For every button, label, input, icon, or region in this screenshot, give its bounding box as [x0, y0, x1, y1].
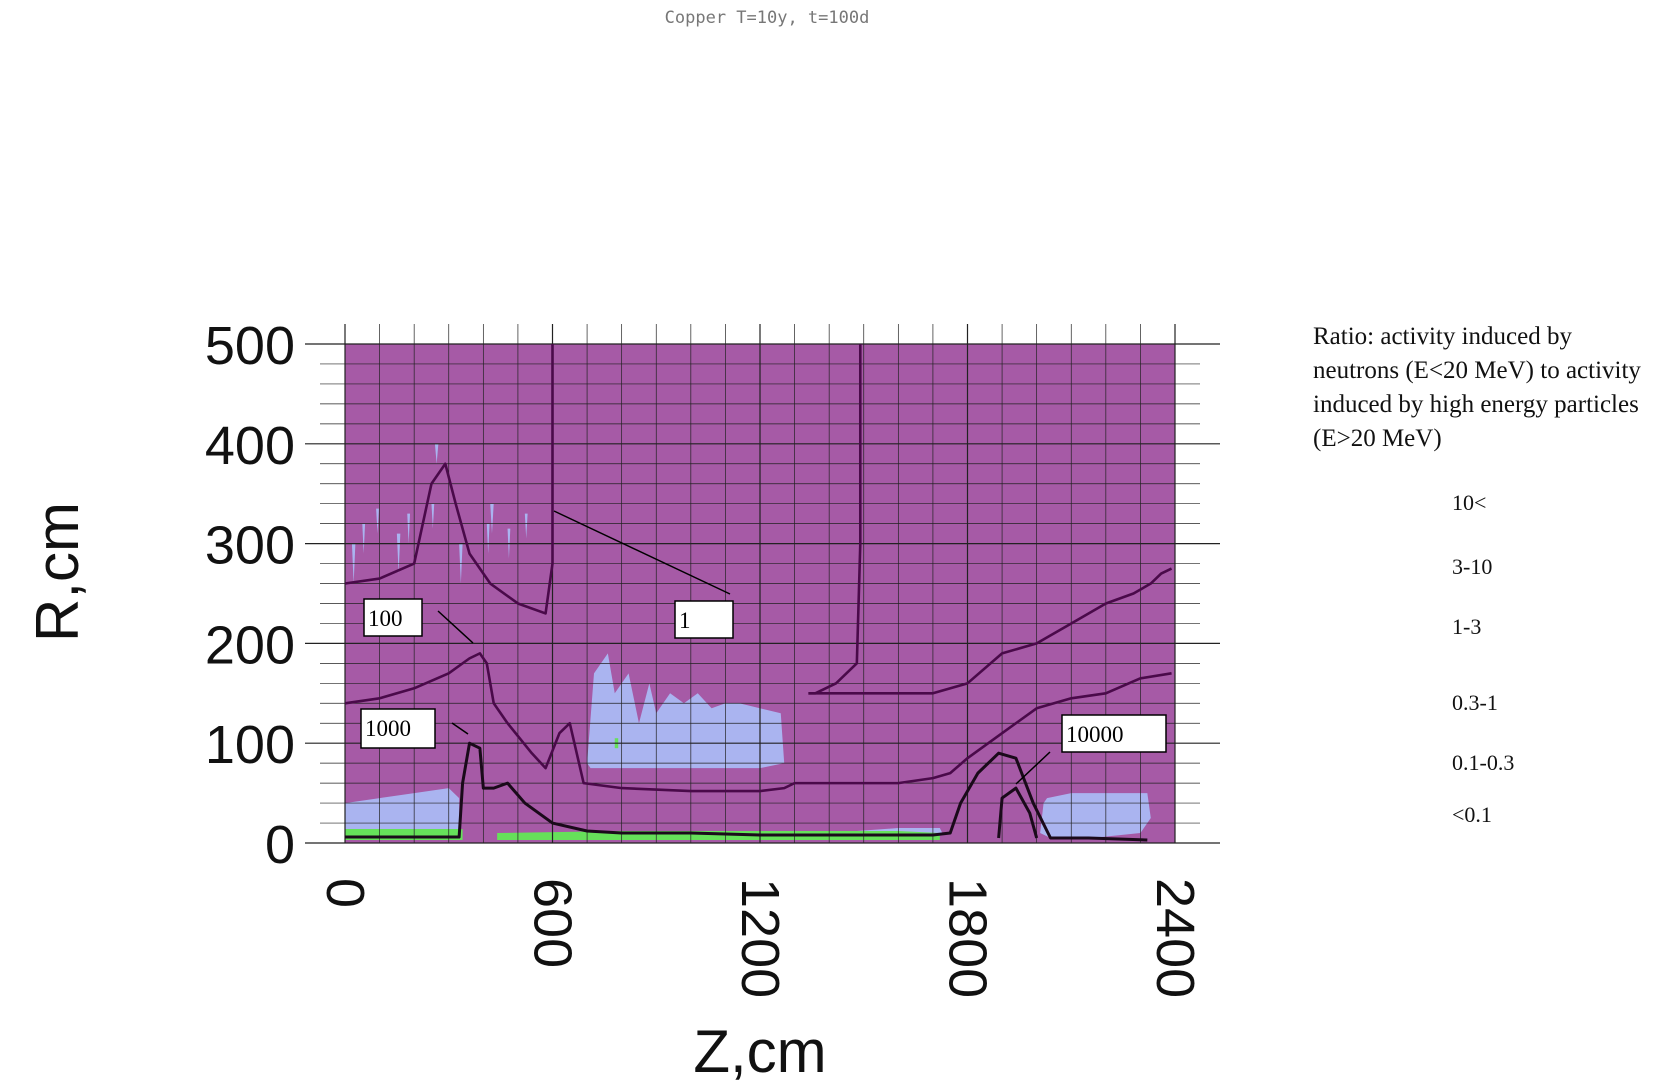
region-light-left-bottom	[345, 788, 460, 838]
annotations: 1 100 1000 10000	[360, 510, 1167, 785]
annotation-leader-2	[451, 722, 469, 735]
legend-item-3: 1-3	[1452, 614, 1482, 639]
speck-11	[524, 513, 528, 539]
y-tick-label-0: 0	[265, 815, 295, 875]
contour-2	[344, 462, 554, 615]
y-tick-label-200: 200	[205, 615, 295, 675]
y-tick-label-300: 300	[205, 516, 295, 576]
annotation-box-3	[1061, 714, 1167, 753]
legend-item-1: 10<	[1452, 490, 1487, 515]
tick-labels: 0 100 200 300 400 500 0 600 1200 1800 2400	[205, 316, 1205, 998]
x-tick-label-1800: 1800	[938, 878, 998, 998]
legend-title: Ratio: activity induced by neutrons (E<2…	[1313, 323, 1641, 452]
speck-1	[362, 523, 366, 554]
grid	[305, 324, 1220, 844]
chart-title: Copper T=10y, t=100d	[664, 8, 870, 28]
legend-item-4: 0.3-1	[1452, 690, 1498, 715]
y-axis-label: R,cm	[24, 502, 91, 642]
x-axis-label: Z,cm	[693, 1018, 826, 1080]
contour-4	[344, 652, 1172, 793]
contour-lines	[344, 344, 1173, 842]
legend-item-5: 0.1-0.3	[1452, 750, 1515, 775]
contour-5	[345, 741, 1148, 842]
speck-9	[490, 503, 494, 534]
annotation-label-1: 100	[368, 606, 403, 631]
annotation-label-3: 10000	[1066, 722, 1124, 747]
annotation-leader-0	[553, 510, 731, 595]
annotation-leader-1	[437, 610, 474, 644]
y-tick-label-100: 100	[205, 715, 295, 775]
x-tick-label-1200: 1200	[730, 878, 790, 998]
legend-item-6: <0.1	[1452, 802, 1492, 827]
y-tick-label-500: 500	[205, 316, 295, 376]
speck-6	[431, 503, 435, 529]
x-tick-label-0: 0	[315, 878, 375, 908]
annotation-box-2	[360, 708, 436, 749]
speck-2	[376, 508, 379, 534]
annotation-box-0	[674, 600, 734, 639]
annotation-label-2: 1000	[365, 716, 411, 741]
speck-4	[407, 513, 411, 544]
speck-5	[434, 443, 439, 464]
region-light-mid	[587, 653, 785, 769]
contour-3	[808, 567, 1173, 695]
x-tick-label-600: 600	[523, 878, 583, 968]
region-light-right-bottom	[1040, 793, 1151, 839]
annotation-box-1	[363, 598, 423, 637]
y-tick-label-400: 400	[205, 416, 295, 476]
speck-8	[486, 523, 490, 554]
annotation-leader-3	[1015, 751, 1051, 785]
annotation-label-0: 1	[679, 608, 691, 633]
x-tick-label-2400: 2400	[1145, 878, 1205, 998]
legend-item-2: 3-10	[1452, 554, 1493, 579]
contour-6	[997, 786, 1039, 839]
